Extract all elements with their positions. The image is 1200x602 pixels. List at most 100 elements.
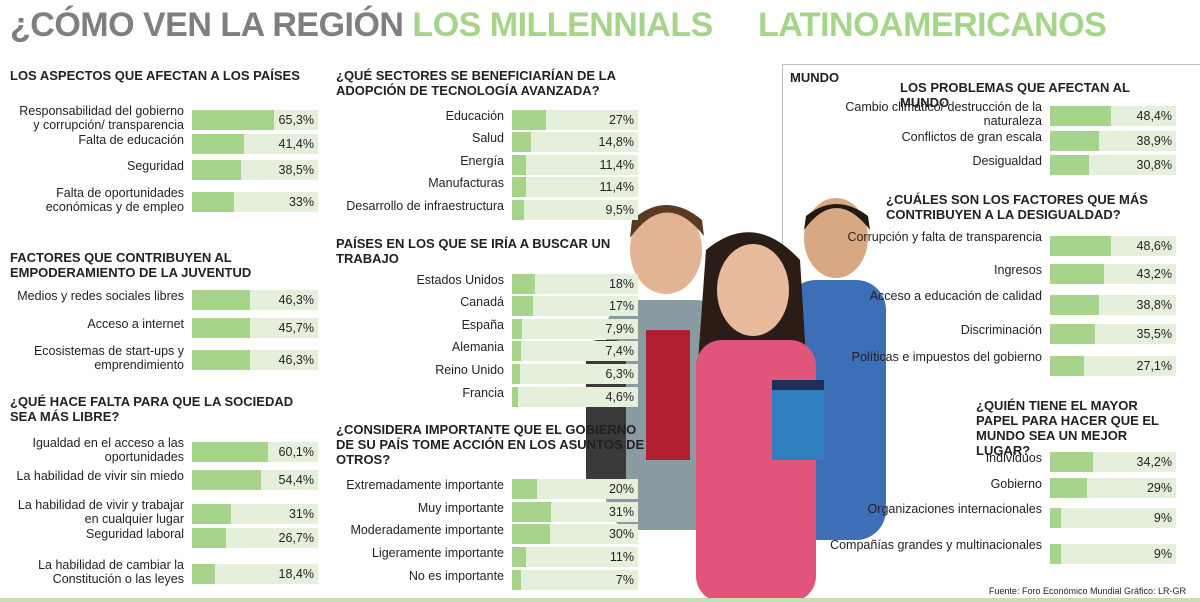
chart-0-bar-track: 65,3%	[192, 110, 318, 130]
chart-8-value-label: 9%	[1153, 547, 1172, 561]
chart-7-category-label: Discriminación	[960, 323, 1042, 337]
source-note: Fuente: Foro Económico Mundial Gráfico: …	[988, 586, 1186, 596]
chart-5-value-label: 20%	[608, 482, 634, 496]
chart-5-bar	[512, 479, 538, 499]
chart-4-category-label: Alemania	[451, 340, 504, 354]
chart-0-bar-track: 38,5%	[192, 160, 318, 180]
chart-1-bar-track: 45,7%	[192, 318, 318, 338]
chart-2-bar	[192, 564, 216, 584]
chart-4-bar-track: 7,4%	[512, 341, 638, 361]
chart-5-value-label: 7%	[615, 573, 634, 587]
chart-3-category-label: Energía	[460, 154, 504, 168]
chart-0-bar-track: 33%	[192, 192, 318, 212]
chart-6-bar	[1050, 106, 1111, 126]
chart-8-bar-track: 9%	[1050, 544, 1176, 564]
chart-3-bar-track: 27%	[512, 110, 638, 130]
chart-7-bar	[1050, 324, 1095, 344]
chart-3-title: ¿QUÉ SECTORES SE BENEFICIARÍAN DE LA ADO…	[336, 68, 616, 98]
chart-4-bar	[512, 387, 518, 407]
chart-3-value-label: 14,8%	[598, 135, 634, 149]
chart-7-category-label: Corrupción y falta de transparencia	[847, 230, 1042, 244]
chart-7-value-label: 38,8%	[1136, 298, 1172, 312]
chart-8-bar-track: 29%	[1050, 478, 1176, 498]
chart-8-category-label: Individuos	[985, 451, 1042, 465]
chart-7-bar	[1050, 295, 1099, 315]
chart-5-bar-track: 7%	[512, 570, 638, 590]
chart-2-bar	[192, 528, 226, 548]
chart-8-category-label: Organizaciones internacionales	[867, 502, 1042, 516]
chart-4-bar	[512, 296, 534, 316]
chart-2-value-label: 18,4%	[278, 567, 314, 581]
chart-2-category-label: Seguridad laboral	[86, 527, 184, 541]
chart-2-value-label: 60,1%	[278, 445, 314, 459]
chart-2-bar-track: 31%	[192, 504, 318, 524]
chart-4-value-label: 18%	[608, 277, 634, 291]
chart-3-bar	[512, 177, 527, 197]
chart-0-value-label: 41,4%	[278, 137, 314, 151]
chart-5-bar-track: 11%	[512, 547, 638, 567]
chart-1-bar-track: 46,3%	[192, 350, 318, 370]
chart-5-category-label: No es importante	[408, 569, 504, 583]
chart-4-title: PAÍSES EN LOS QUE SE IRÍA A BUSCAR UN TR…	[336, 236, 611, 266]
chart-2-value-label: 26,7%	[278, 531, 314, 545]
chart-6-bar-track: 48,4%	[1050, 106, 1176, 126]
chart-7-category-label: Acceso a educación de calidad	[869, 289, 1042, 303]
chart-8-value-label: 9%	[1153, 511, 1172, 525]
chart-5-bar	[512, 570, 521, 590]
chart-6-value-label: 30,8%	[1136, 158, 1172, 172]
chart-5-category-label: Extremadamente importante	[346, 478, 504, 492]
chart-0-category-label: Responsabilidad del gobierno y corrupció…	[19, 104, 184, 132]
chart-7-value-label: 35,5%	[1136, 327, 1172, 341]
student-center	[696, 232, 824, 602]
chart-7-bar-track: 38,8%	[1050, 295, 1176, 315]
chart-5-value-label: 11%	[609, 550, 634, 564]
chart-8-category-label: Gobierno	[990, 477, 1042, 491]
chart-0-bar	[192, 160, 241, 180]
chart-4-bar	[512, 341, 522, 361]
chart-5-bar	[512, 547, 526, 567]
chart-8-bar	[1050, 452, 1094, 472]
chart-7-category-label: Políticas e impuestos del gobierno	[851, 350, 1042, 364]
chart-7-bar-track: 48,6%	[1050, 236, 1176, 256]
chart-7-value-label: 48,6%	[1136, 239, 1172, 253]
chart-8-bar-track: 9%	[1050, 508, 1176, 528]
chart-0-value-label: 65,3%	[278, 113, 314, 127]
chart-8-bar	[1050, 544, 1062, 564]
chart-0-bar-track: 41,4%	[192, 134, 318, 154]
footer-line	[0, 598, 1200, 602]
chart-4-category-label: Estados Unidos	[416, 273, 504, 287]
chart-2-category-label: La habilidad de cambiar la Constitución …	[38, 558, 184, 586]
chart-6-bar-track: 30,8%	[1050, 155, 1176, 175]
chart-7-value-label: 43,2%	[1136, 267, 1172, 281]
chart-3-category-label: Salud	[472, 131, 504, 145]
chart-6-value-label: 48,4%	[1136, 109, 1172, 123]
chart-0-category-label: Falta de educación	[78, 133, 184, 147]
chart-1-category-label: Ecosistemas de start-ups y emprendimient…	[33, 344, 184, 372]
chart-5-category-label: Ligeramente importante	[371, 546, 504, 560]
chart-3-value-label: 11,4%	[599, 180, 634, 194]
chart-1-value-label: 45,7%	[278, 321, 314, 335]
chart-4-value-label: 6,3%	[605, 367, 635, 381]
chart-3-value-label: 9,5%	[605, 203, 635, 217]
chart-2-bar-track: 54,4%	[192, 470, 318, 490]
chart-0-value-label: 38,5%	[278, 163, 314, 177]
chart-3-bar-track: 11,4%	[512, 177, 638, 197]
chart-6-category-label: Conflictos de gran escala	[901, 130, 1042, 144]
chart-5-bar-track: 31%	[512, 502, 638, 522]
chart-1-bar-track: 46,3%	[192, 290, 318, 310]
chart-3-bar-track: 11,4%	[512, 155, 638, 175]
main-title: ¿CÓMO VEN LA REGIÓN LOS MILLENNIALS	[10, 6, 713, 45]
chart-1-bar	[192, 290, 251, 310]
chart-3-bar-track: 9,5%	[512, 200, 638, 220]
chart-4-bar-track: 6,3%	[512, 364, 638, 384]
chart-4-bar	[512, 364, 520, 384]
chart-2-bar-track: 26,7%	[192, 528, 318, 548]
chart-2-bar	[192, 442, 268, 462]
chart-3-category-label: Manufacturas	[428, 176, 504, 190]
chart-3-category-label: Educación	[445, 109, 504, 123]
chart-7-title: ¿CUÁLES SON LOS FACTORES QUE MÁS CONTRIB…	[886, 192, 1148, 222]
chart-6-bar	[1050, 155, 1089, 175]
chart-0-bar	[192, 134, 245, 154]
chart-2-bar	[192, 504, 232, 524]
chart-1-value-label: 46,3%	[278, 353, 314, 367]
